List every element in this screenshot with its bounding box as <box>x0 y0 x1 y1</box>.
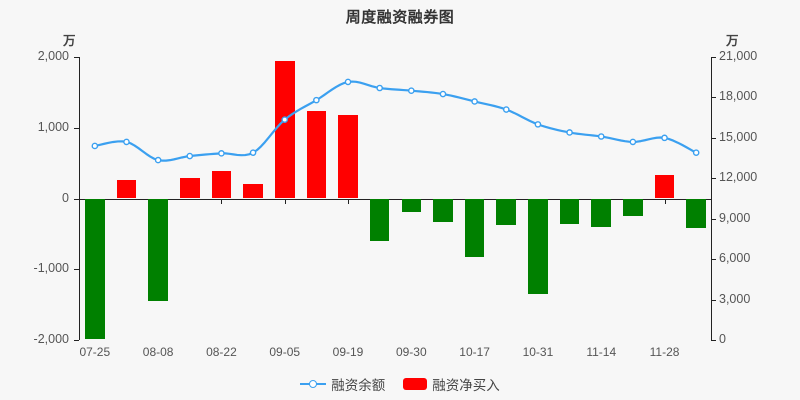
line-point-marker[interactable] <box>123 138 130 146</box>
x-axis-tick-label: 08-22 <box>206 345 237 359</box>
left-axis-tick <box>74 198 79 200</box>
right-axis-tick-label: 9,000 <box>719 210 751 225</box>
right-axis-tick <box>711 57 716 58</box>
x-axis-tick-label: 09-30 <box>395 345 427 359</box>
right-axis-tick-label: 3,000 <box>719 291 751 306</box>
right-axis-tick-label: 18,000 <box>719 89 758 104</box>
left-axis-unit-label: 万 <box>63 34 76 48</box>
bar[interactable] <box>243 183 263 199</box>
bar[interactable] <box>116 180 137 199</box>
line-point-marker[interactable] <box>376 84 383 92</box>
x-axis-tick-label: 11-14 <box>586 345 617 359</box>
line-point-marker[interactable] <box>471 98 478 105</box>
x-axis-tick <box>221 198 223 204</box>
right-axis-tick <box>711 299 716 301</box>
bar[interactable] <box>559 198 580 224</box>
right-axis-tick <box>711 218 716 220</box>
legend-item-line[interactable]: 融资余额 <box>300 374 385 394</box>
left-axis-tick <box>74 57 79 58</box>
x-axis-tick-label: 11-28 <box>649 345 680 359</box>
left-axis-tick <box>74 127 79 129</box>
legend-label-0: 融资余额 <box>331 378 386 393</box>
line-marker-icon <box>300 378 327 390</box>
right-axis-tick <box>711 259 716 261</box>
line-point-marker[interactable] <box>597 133 605 140</box>
bar[interactable] <box>211 170 232 199</box>
x-axis-tick-label: 07-25 <box>79 345 111 359</box>
line-point-marker[interactable] <box>186 152 194 160</box>
right-axis-tick <box>711 137 716 139</box>
x-axis-tick-label: 10-31 <box>522 345 554 359</box>
right-axis-tick <box>711 340 716 341</box>
bar[interactable] <box>274 60 295 199</box>
left-axis-tick <box>74 340 79 341</box>
line-point-marker[interactable] <box>218 150 225 157</box>
bar[interactable] <box>338 115 358 199</box>
legend-label-1: 融资净买入 <box>432 378 500 393</box>
bar[interactable] <box>496 198 517 226</box>
bar[interactable] <box>369 198 390 241</box>
line-point-marker[interactable] <box>313 96 320 104</box>
bar[interactable] <box>148 198 168 302</box>
line-point-marker[interactable] <box>344 78 352 86</box>
x-axis-tick-label: 10-17 <box>459 345 490 359</box>
line-point-marker[interactable] <box>566 129 573 136</box>
legend-item-bar[interactable]: 融资净买入 <box>403 374 500 394</box>
bar-swatch-icon <box>403 378 428 390</box>
line-point-marker[interactable] <box>661 134 668 142</box>
right-axis-tick-label: 21,000 <box>719 49 758 63</box>
bar[interactable] <box>654 175 675 199</box>
bar[interactable] <box>623 198 643 216</box>
line-point-marker[interactable] <box>534 121 542 128</box>
x-axis-tick <box>348 198 350 204</box>
bar[interactable] <box>401 198 422 212</box>
right-axis-tick <box>711 97 716 99</box>
line-point-marker[interactable] <box>439 90 447 98</box>
left-axis-tick-label: 1,000 <box>37 119 69 134</box>
bar[interactable] <box>306 111 327 199</box>
x-axis-tick-label: 09-05 <box>269 345 301 359</box>
page-title: 周度融资融券图 <box>345 9 455 26</box>
line-point-marker[interactable] <box>692 149 700 156</box>
bar[interactable] <box>591 198 612 227</box>
bar[interactable] <box>433 198 453 222</box>
zero-baseline <box>79 198 712 200</box>
x-axis-tick-label: 09-19 <box>332 345 364 359</box>
right-axis-tick <box>711 178 716 180</box>
bar[interactable] <box>85 198 105 339</box>
chart-legend: 融资余额 融资净买入 <box>0 374 800 394</box>
bar[interactable] <box>179 177 200 199</box>
bar[interactable] <box>464 198 485 258</box>
right-axis-tick-label: 12,000 <box>719 170 758 185</box>
line-point-marker[interactable] <box>502 106 510 113</box>
right-axis-tick-label: 15,000 <box>719 129 758 144</box>
left-axis-tick-label: 0 <box>62 190 69 205</box>
bar[interactable] <box>686 198 706 229</box>
line-point-marker[interactable] <box>408 87 415 94</box>
right-axis-tick-label: 0 <box>719 332 726 346</box>
left-axis-tick-label: 2,000 <box>37 49 69 63</box>
right-axis-unit-label: 万 <box>726 34 739 48</box>
left-axis-tick-label: -2,000 <box>33 332 69 346</box>
x-axis-tick <box>284 198 286 204</box>
line-point-marker[interactable] <box>249 149 257 156</box>
line-point-marker[interactable] <box>91 142 99 150</box>
left-axis-tick-label: -1,000 <box>33 261 69 276</box>
x-axis-tick-label: 08-08 <box>142 345 174 359</box>
left-axis-tick <box>74 269 79 271</box>
line-point-marker[interactable] <box>629 138 637 146</box>
x-axis-tick <box>664 198 666 204</box>
right-axis-tick-label: 6,000 <box>719 251 751 266</box>
line-point-marker[interactable] <box>154 156 162 164</box>
bar[interactable] <box>528 198 548 294</box>
